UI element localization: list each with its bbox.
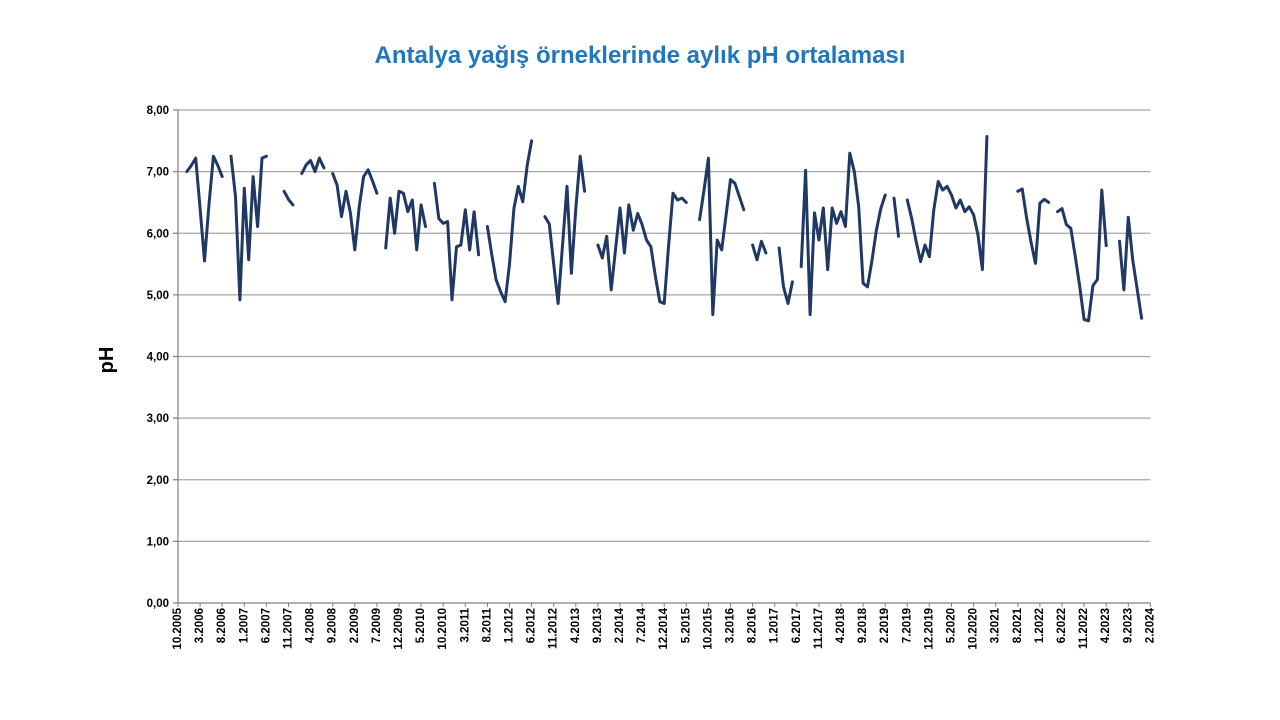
- x-tick-label: 3.2006: [194, 608, 206, 643]
- x-tick-label: 2.2009: [349, 608, 361, 643]
- x-tick-label: 11.2017: [813, 608, 825, 649]
- x-tick-label: 6.2007: [260, 608, 272, 643]
- y-axis-title: pH: [96, 346, 118, 374]
- y-tick-label: 4,00: [147, 352, 169, 364]
- y-tick-label: 3,00: [147, 413, 169, 425]
- x-tick-label: 7.2009: [371, 608, 383, 643]
- gridlines: [178, 109, 1151, 542]
- x-tick-label: 9.2023: [1122, 608, 1134, 643]
- y-axis-labels: 0,00 1,00 2,00 3,00 4,00 5,00 6,00 7,00 8,00: [147, 105, 178, 610]
- x-tick-label: 1.2007: [238, 608, 250, 643]
- y-tick-label: 5,00: [147, 290, 169, 302]
- x-tick-label: 8.2006: [216, 608, 228, 643]
- x-tick-label: 8.2021: [1012, 607, 1024, 643]
- x-tick-label: 11.2007: [283, 608, 295, 649]
- y-tick-label: 2,00: [147, 475, 169, 487]
- ph-series-line: [185, 135, 1144, 323]
- x-tick-label: 8.2016: [747, 608, 759, 643]
- x-tick-label: 12.2019: [923, 608, 935, 650]
- x-tick-label: 6.2012: [526, 608, 538, 643]
- x-tick-label: 10.2020: [968, 608, 980, 650]
- x-tick-label: 12.2009: [393, 608, 405, 650]
- y-tick-label: 6,00: [147, 228, 169, 240]
- x-tick-label: 12.2014: [658, 607, 670, 649]
- x-tick-label: 1.2022: [1034, 608, 1046, 643]
- x-tick-label: 10.2010: [437, 608, 449, 650]
- x-tick-label: 9.2008: [327, 607, 339, 643]
- x-tick-label: 9.2018: [857, 607, 869, 643]
- x-axis-labels: 10.2005 3.2006 8.2006 1.2007 6.2007 11.2007 4.…: [172, 603, 1156, 650]
- x-tick-label: 4.2018: [835, 607, 847, 643]
- x-tick-label: 3.2021: [990, 607, 1002, 643]
- x-tick-label: 11.2012: [548, 608, 560, 649]
- x-tick-label: 4.2023: [1100, 608, 1112, 643]
- y-tick-label: 8,00: [147, 105, 169, 117]
- x-tick-label: 8.2011: [481, 607, 493, 642]
- chart-title: Antalya yağış örneklerinde aylık pH orta…: [374, 42, 906, 69]
- x-tick-label: 2.2014: [614, 607, 626, 643]
- x-tick-label: 6.2017: [791, 608, 803, 643]
- y-tick-label: 1,00: [147, 536, 169, 548]
- y-tick-label: 0,00: [147, 598, 169, 610]
- x-tick-label: 2.2019: [879, 608, 891, 643]
- x-tick-label: 3.2016: [725, 608, 737, 643]
- x-tick-label: 1.2012: [504, 608, 516, 643]
- x-tick-label: 4.2013: [570, 608, 582, 643]
- x-tick-label: 10.2015: [702, 607, 714, 649]
- x-tick-label: 1.2017: [769, 608, 781, 643]
- x-tick-label: 5.2020: [946, 608, 958, 643]
- x-tick-label: 4.2008: [305, 607, 317, 643]
- x-tick-label: 10.2005: [172, 607, 184, 649]
- x-tick-label: 9.2013: [592, 608, 604, 643]
- y-tick-label: 7,00: [147, 167, 169, 179]
- x-tick-label: 5.2010: [415, 608, 427, 643]
- x-tick-label: 5.2015: [680, 607, 692, 643]
- x-tick-label: 7.2014: [636, 607, 648, 643]
- x-tick-label: 6.2022: [1056, 608, 1068, 643]
- x-tick-label: 2.2024: [1144, 607, 1156, 643]
- x-tick-label: 3.2011: [459, 607, 471, 642]
- x-tick-label: 11.2022: [1078, 608, 1090, 649]
- x-tick-label: 7.2019: [901, 608, 913, 643]
